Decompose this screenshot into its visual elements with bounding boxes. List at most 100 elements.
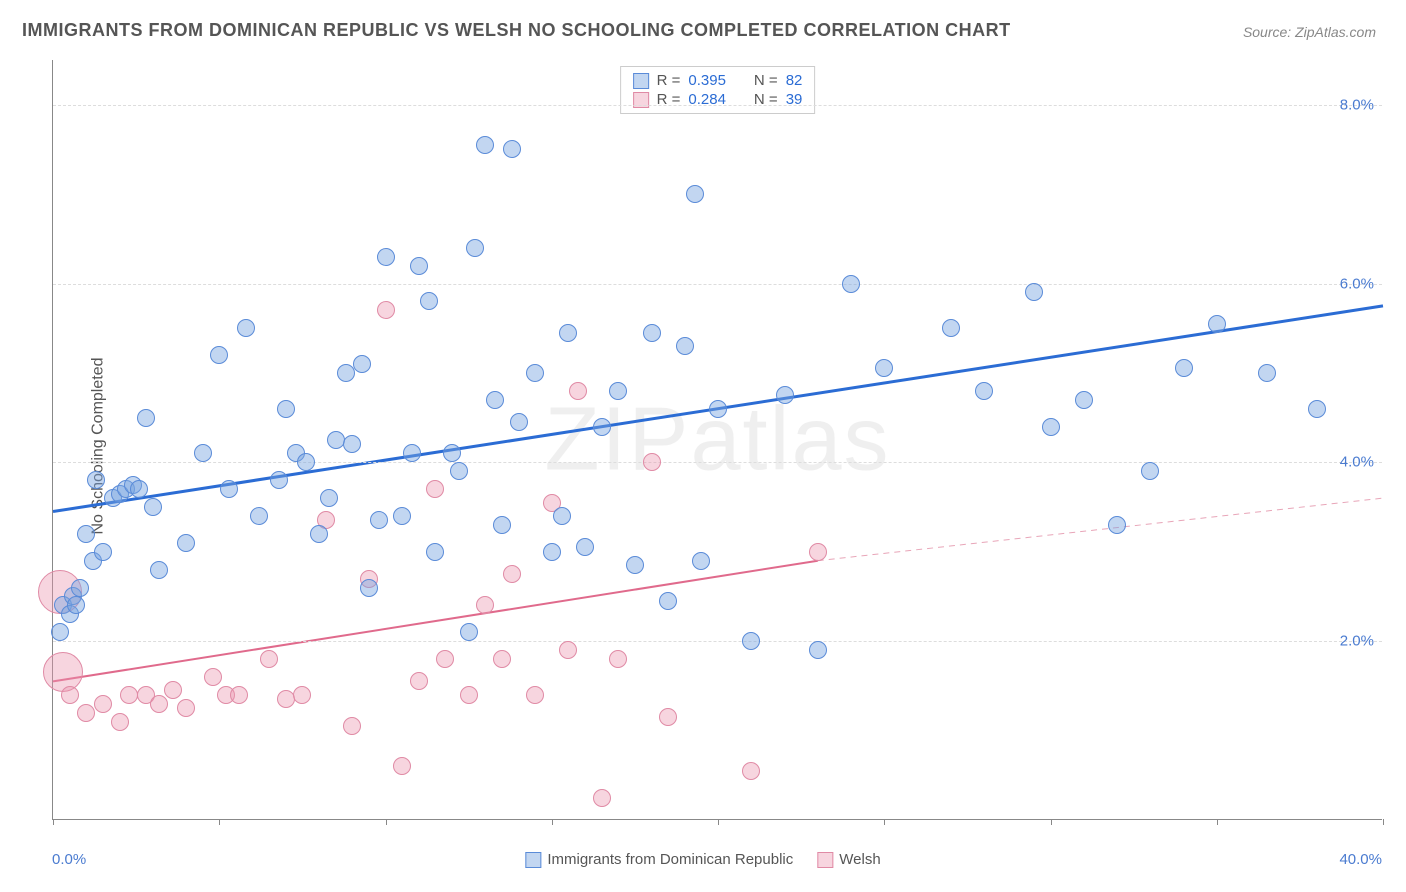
dominican-point [559,324,577,342]
dominican-point [1075,391,1093,409]
dominican-point [310,525,328,543]
x-tick [386,819,387,825]
dominican-point [67,596,85,614]
welsh-point [659,708,677,726]
welsh-point [164,681,182,699]
welsh-point [393,757,411,775]
dominican-point [237,319,255,337]
dominican-point [1175,359,1193,377]
dominican-point [177,534,195,552]
dominican-point [194,444,212,462]
dominican-point [709,400,727,418]
dominican-point [942,319,960,337]
r-label: R = [657,72,681,89]
dominican-point [776,386,794,404]
welsh-point [460,686,478,704]
y-tick-label: 6.0% [1340,275,1374,292]
dominican-point [410,257,428,275]
n-label: N = [754,72,778,89]
dominican-point [526,364,544,382]
gridline [53,105,1382,106]
dominican-point [403,444,421,462]
dominican-point [144,498,162,516]
dominican-point [1258,364,1276,382]
legend-label: Immigrants from Dominican Republic [547,851,793,868]
dominican-point [809,641,827,659]
welsh-point [503,565,521,583]
dominican-point [553,507,571,525]
dominican-point [393,507,411,525]
gridline [53,462,1382,463]
x-tick [718,819,719,825]
dominican-point [220,480,238,498]
welsh-point [377,301,395,319]
dominican-point [210,346,228,364]
dominican-point [609,382,627,400]
welsh-point [410,672,428,690]
dominican-point [377,248,395,266]
legend-item: Welsh [817,851,880,868]
dominican-point [370,511,388,529]
dominican-point [593,418,611,436]
trend-lines-layer [53,60,1382,819]
x-tick [219,819,220,825]
chart-title: IMMIGRANTS FROM DOMINICAN REPUBLIC VS WE… [22,20,1011,41]
x-tick [1051,819,1052,825]
dominican-point [875,359,893,377]
legend-swatch [633,73,649,89]
dominican-point [1141,462,1159,480]
dominican-point [576,538,594,556]
correlation-legend: R =0.395N =82R =0.284N =39 [620,66,816,114]
dominican-point [426,543,444,561]
welsh-point [177,699,195,717]
dominican-point [360,579,378,597]
dominican-point [643,324,661,342]
dominican-point [486,391,504,409]
x-tick [1217,819,1218,825]
dominican-point [493,516,511,534]
dominican-point [659,592,677,610]
gridline [53,641,1382,642]
y-tick-label: 2.0% [1340,633,1374,650]
trend-line [818,498,1383,561]
welsh-point [120,686,138,704]
dominican-point [1108,516,1126,534]
dominican-point [450,462,468,480]
trend-line [53,561,818,682]
welsh-point [77,704,95,722]
x-axis-max: 40.0% [1339,851,1382,868]
dominican-point [626,556,644,574]
dominican-point [51,623,69,641]
welsh-point [277,690,295,708]
source-label: Source: ZipAtlas.com [1243,24,1376,40]
dominican-point [137,409,155,427]
welsh-point [526,686,544,704]
welsh-point [559,641,577,659]
welsh-point [204,668,222,686]
welsh-point [111,713,129,731]
dominican-point [476,136,494,154]
welsh-point [569,382,587,400]
dominican-point [676,337,694,355]
dominican-point [71,579,89,597]
dominican-point [353,355,371,373]
r-value: 0.395 [688,72,726,89]
dominican-point [443,444,461,462]
dominican-point [460,623,478,641]
dominican-point [510,413,528,431]
welsh-point [61,686,79,704]
dominican-point [150,561,168,579]
x-tick [884,819,885,825]
legend-row: R = 0.395 N = 82 [633,71,803,90]
dominican-point [320,489,338,507]
welsh-point [609,650,627,668]
legend-swatch [525,852,541,868]
dominican-point [130,480,148,498]
welsh-point [593,789,611,807]
dominican-point [94,543,112,561]
welsh-point [742,762,760,780]
welsh-point [260,650,278,668]
welsh-point [436,650,454,668]
n-value: 82 [786,72,803,89]
dominican-point [1025,283,1043,301]
